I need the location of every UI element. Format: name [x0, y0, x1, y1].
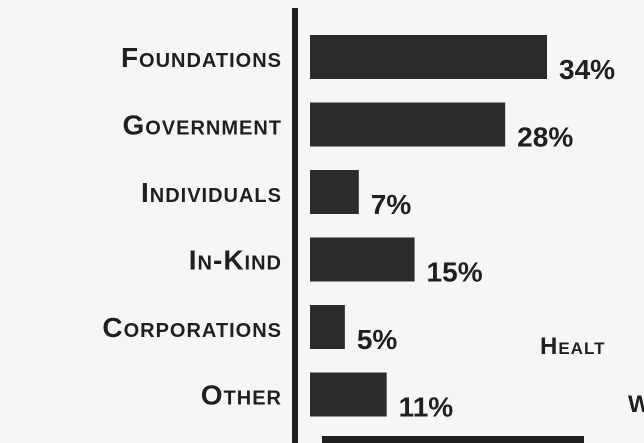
x-axis-line [322, 436, 584, 443]
category-label: Individuals [141, 177, 282, 208]
bar-corporations [310, 305, 345, 349]
bar-other [310, 372, 387, 417]
category-label: Foundations [121, 42, 282, 73]
category-label: Other [201, 380, 282, 411]
side-text-line-2: W [628, 391, 644, 418]
value-label: 34% [559, 54, 615, 85]
category-label: Corporations [102, 312, 282, 343]
value-label: 11% [399, 392, 454, 423]
category-label: Government [122, 110, 282, 141]
bars-layer [310, 35, 547, 417]
value-label: 28% [517, 122, 573, 153]
side-text-line-1: Healt [540, 333, 605, 360]
y-axis-line [292, 8, 298, 443]
value-label: 7% [371, 189, 412, 220]
value-label: 15% [427, 257, 483, 288]
bar-foundations [310, 35, 547, 79]
bar-in-kind [310, 237, 415, 282]
category-label: In-Kind [189, 245, 282, 276]
bar-individuals [310, 170, 359, 214]
value-label: 5% [357, 324, 398, 355]
labels-layer: Foundations 34% Government 28% Individuals 7%… [102, 42, 615, 423]
bar-government [310, 102, 506, 147]
